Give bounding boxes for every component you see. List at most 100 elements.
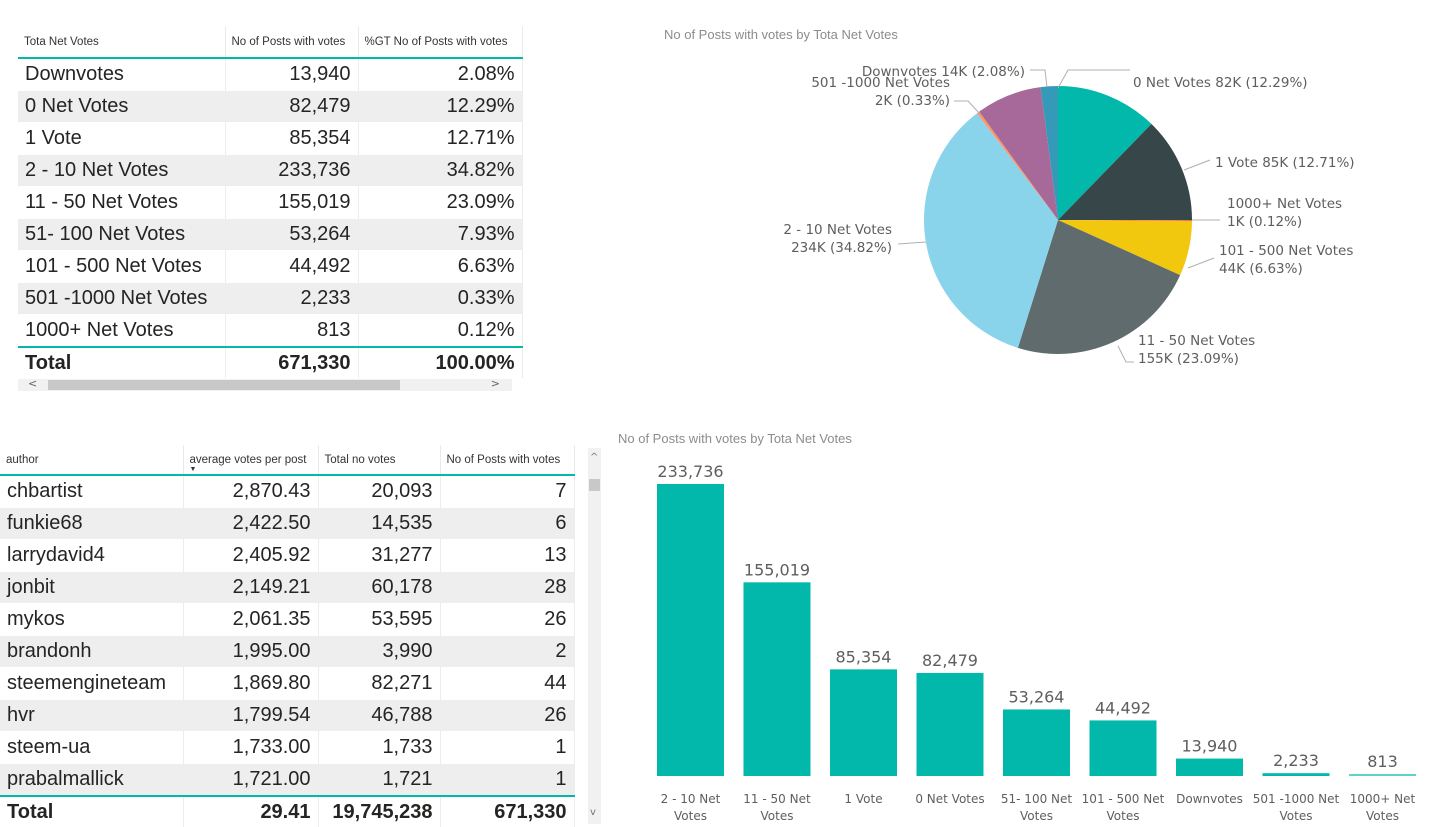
bar[interactable]: [1089, 720, 1157, 776]
table-cell: 2: [440, 635, 575, 668]
scroll-right-arrow-icon[interactable]: >: [490, 377, 500, 390]
pie-slice[interactable]: [976, 111, 1058, 220]
table-cell: steem-ua: [0, 731, 184, 764]
column-header-net-votes[interactable]: Tota Net Votes: [18, 26, 226, 59]
table-cell: 85,354: [225, 122, 359, 155]
table-header-row: Tota Net Votes No of Posts with votes %G…: [18, 26, 523, 59]
table-cell: 2,422.50: [183, 507, 319, 540]
vertical-scrollbar[interactable]: ^ v: [588, 448, 601, 824]
x-axis-category-label: 501 -1000 Net Votes: [1253, 792, 1340, 823]
table-cell: mykos: [0, 603, 184, 636]
bar[interactable]: [1176, 758, 1243, 776]
total-row: Total 29.41 19,745,238 671,330: [0, 795, 575, 827]
total-value: 671,330: [440, 795, 575, 827]
table-row[interactable]: brandonh 1,995.00 3,990 2: [0, 635, 575, 668]
table-cell: 1,799.54: [183, 699, 319, 732]
column-header-posts[interactable]: No of Posts with votes: [225, 26, 359, 59]
pie-slice[interactable]: [1058, 220, 1192, 222]
bar[interactable]: [743, 582, 811, 776]
table-cell: 82,479: [225, 90, 359, 123]
table-row[interactable]: steem-ua 1,733.00 1,733 1: [0, 731, 575, 764]
bar[interactable]: [1003, 709, 1070, 776]
bar[interactable]: [916, 672, 984, 776]
pie-leader-line: [897, 241, 927, 245]
table-row[interactable]: 0 Net Votes 82,479 12.29%: [18, 90, 523, 123]
column-header-posts[interactable]: No of Posts with votes: [440, 445, 575, 476]
bar-value-label: 85,354: [836, 647, 892, 666]
pie-slice[interactable]: [979, 87, 1058, 221]
column-header-total-votes[interactable]: Total no votes: [318, 445, 441, 476]
bar[interactable]: [657, 484, 724, 776]
table-cell: 11 - 50 Net Votes: [18, 186, 226, 219]
table-cell: 53,595: [318, 603, 441, 636]
bar-value-label: 233,736: [657, 462, 723, 481]
table-row[interactable]: chbartist 2,870.43 20,093 7: [0, 474, 575, 508]
scroll-up-arrow-icon[interactable]: ^: [590, 452, 599, 463]
bar-value-label: 813: [1367, 752, 1398, 771]
table-row[interactable]: 11 - 50 Net Votes 155,019 23.09%: [18, 186, 523, 219]
scroll-down-arrow-icon[interactable]: v: [590, 807, 596, 818]
column-header-average-votes[interactable]: average votes per post ▼: [183, 445, 319, 476]
table-cell: 2,061.35: [183, 603, 319, 636]
table-row[interactable]: larrydavid4 2,405.92 31,277 13: [0, 539, 575, 572]
bar[interactable]: [830, 669, 897, 776]
table-cell: 44: [440, 667, 575, 700]
total-row: Total 671,330 100.00%: [18, 346, 523, 378]
table-cell: jonbit: [0, 571, 184, 604]
bar[interactable]: [1262, 773, 1330, 776]
x-axis-category-label: 1 Vote: [844, 792, 882, 806]
pie-chart[interactable]: 0 Net Votes 82K (12.29%) 1 Vote 85K (12.7…: [640, 50, 1440, 390]
table-cell: 3,990: [318, 635, 441, 668]
pie-slice[interactable]: [1040, 86, 1058, 220]
table-cell: 2 - 10 Net Votes: [18, 154, 226, 187]
bar-value-label: 155,019: [744, 560, 810, 579]
table-cell: 1,733: [318, 731, 441, 764]
pie-slice[interactable]: [1058, 220, 1192, 276]
pie-slice[interactable]: [924, 113, 1058, 348]
bar-value-label: 13,940: [1182, 737, 1238, 756]
table-row[interactable]: mykos 2,061.35 53,595 26: [0, 603, 575, 636]
pie-data-label: 2 - 10 Net Votes 234K (34.82%): [783, 222, 892, 256]
table-row[interactable]: jonbit 2,149.21 60,178 28: [0, 571, 575, 604]
column-header-label: average votes per post: [189, 453, 307, 466]
x-axis-category-label: 0 Net Votes: [915, 792, 984, 806]
table-row[interactable]: 1 Vote 85,354 12.71%: [18, 122, 523, 155]
table-row[interactable]: Downvotes 13,940 2.08%: [18, 57, 523, 91]
table-cell: 13: [440, 539, 575, 572]
table-cell: 51- 100 Net Votes: [18, 218, 226, 251]
table-cell: hvr: [0, 699, 184, 732]
table-row[interactable]: steemengineteam 1,869.80 82,271 44: [0, 667, 575, 700]
table-cell: 813: [225, 314, 359, 347]
table-row[interactable]: prabalmallick 1,721.00 1,721 1: [0, 763, 575, 796]
column-header-author[interactable]: author: [0, 445, 184, 476]
table-row[interactable]: 101 - 500 Net Votes 44,492 6.63%: [18, 250, 523, 283]
bar-chart[interactable]: 233,736 2 - 10 Net Votes 155,019 11 - 50 Net…: [620, 450, 1440, 827]
table-cell: 1,995.00: [183, 635, 319, 668]
pie-slice[interactable]: [1017, 220, 1181, 354]
scroll-left-arrow-icon[interactable]: <: [28, 377, 38, 390]
pie-slice[interactable]: [1058, 86, 1152, 220]
table-cell: 44,492: [225, 250, 359, 283]
table-row[interactable]: 1000+ Net Votes 813 0.12%: [18, 314, 523, 347]
table-cell: 26: [440, 603, 575, 636]
table-row[interactable]: 2 - 10 Net Votes 233,736 34.82%: [18, 154, 523, 187]
total-value: 100.00%: [358, 346, 523, 378]
table-cell: 1: [440, 763, 575, 796]
table-row[interactable]: funkie68 2,422.50 14,535 6: [0, 507, 575, 540]
column-header-percent[interactable]: %GT No of Posts with votes: [358, 26, 523, 59]
table-cell: 2,149.21: [183, 571, 319, 604]
table-cell: 7: [440, 474, 575, 508]
bar[interactable]: [1349, 774, 1416, 776]
table-cell: 60,178: [318, 571, 441, 604]
scrollbar-thumb[interactable]: [589, 479, 600, 491]
table-row[interactable]: 51- 100 Net Votes 53,264 7.93%: [18, 218, 523, 251]
table-cell: 0 Net Votes: [18, 90, 226, 123]
table-row[interactable]: hvr 1,799.54 46,788 26: [0, 699, 575, 732]
table-row[interactable]: 501 -1000 Net Votes 2,233 0.33%: [18, 282, 523, 315]
horizontal-scrollbar[interactable]: < >: [18, 377, 512, 391]
pie-data-label: 1 Vote 85K (12.71%): [1215, 155, 1355, 171]
table-cell: Downvotes: [18, 57, 226, 91]
scrollbar-thumb[interactable]: [48, 380, 400, 390]
bar-value-label: 2,233: [1273, 751, 1319, 770]
pie-slice[interactable]: [1058, 123, 1192, 221]
